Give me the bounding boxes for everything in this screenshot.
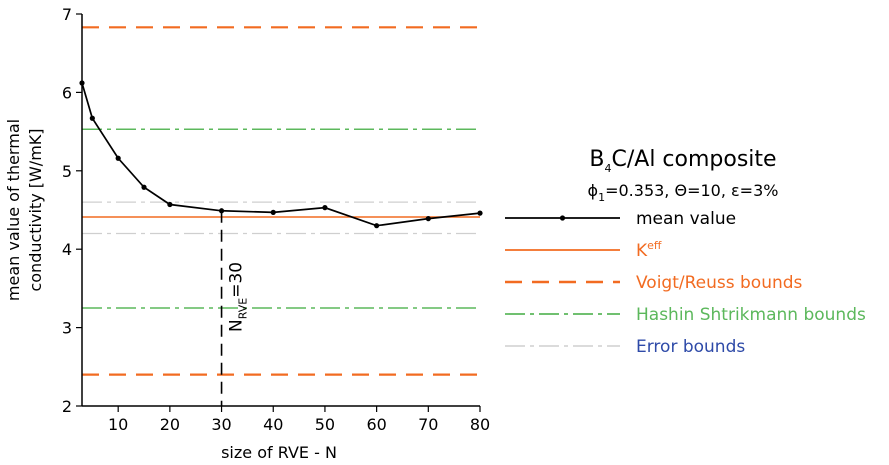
x-tick-label: 50 xyxy=(315,415,335,434)
x-tick-label: 80 xyxy=(470,415,490,434)
annot-base: N xyxy=(227,319,247,332)
legend-label: Voigt/Reuss bounds xyxy=(636,273,803,293)
rve-annotation-label: NRVE=30 xyxy=(227,262,250,332)
x-tick-label: 30 xyxy=(211,415,231,434)
x-tick-label: 20 xyxy=(160,415,180,434)
legend-label: mean value xyxy=(636,209,736,229)
y-tick-label: 3 xyxy=(62,319,72,338)
y-tick-label: 5 xyxy=(62,162,72,181)
legend-swatch-marker xyxy=(559,215,566,221)
y-axis-label: mean value of thermal conductivity [W/mK] xyxy=(4,119,45,301)
y-tick-label: 2 xyxy=(62,397,72,416)
x-tick-label: 70 xyxy=(418,415,438,434)
y-tick-label: 6 xyxy=(62,83,72,102)
title-main-b: B xyxy=(589,147,604,172)
legend-label: Hashin Shtrikmann bounds xyxy=(636,305,866,325)
title-subscript: 4 xyxy=(605,162,612,175)
x-tick-label: 40 xyxy=(263,415,283,434)
annotation: NRVE=30 xyxy=(220,210,250,406)
chart-title: B4C/Al composite xyxy=(589,147,776,175)
y-tick-label: 7 xyxy=(62,5,72,24)
legend: mean value Keff Voigt/Reuss bounds Hashin S… xyxy=(505,209,866,357)
svg-text:ϕ1=0.353, Θ=10, ε=3%: ϕ1=0.353, Θ=10, ε=3% xyxy=(588,181,779,204)
mean-value-point xyxy=(322,205,328,211)
subtitle-phi: ϕ xyxy=(588,181,599,200)
legend-label: Keff xyxy=(636,239,662,261)
reference-lines xyxy=(82,26,480,376)
x-tick-label: 60 xyxy=(366,415,386,434)
mean-value-point xyxy=(374,223,380,229)
annot-rest: =30 xyxy=(227,262,247,298)
subtitle-rest: =0.353, Θ=10, ε=3% xyxy=(605,181,778,200)
mean-value-point xyxy=(477,210,483,216)
axes: 2 3 4 5 6 7 10 20 30 40 50 60 70 80 xyxy=(62,5,490,434)
mean-value-point xyxy=(89,115,95,121)
x-axis-label: size of RVE - N xyxy=(221,443,337,462)
svg-text:B4C/Al composite: B4C/Al composite xyxy=(589,147,776,175)
title-rest: C/Al composite xyxy=(612,147,777,172)
mean-value-point xyxy=(270,209,276,215)
mean-value-point xyxy=(167,201,173,208)
subtitle-phi-sub: 1 xyxy=(598,191,605,204)
legend-label: Error bounds xyxy=(636,337,745,357)
annot-sub: RVE xyxy=(237,298,250,320)
mean-value-point xyxy=(425,216,431,222)
y-tick-label: 4 xyxy=(62,240,72,259)
mean-value-point xyxy=(115,155,121,161)
x-tick-label: 10 xyxy=(108,415,128,434)
series-layer xyxy=(79,80,483,229)
mean-value-point xyxy=(141,184,147,190)
y-axis-label-line: mean value of thermal xyxy=(4,119,23,301)
y-axis-label-line: conductivity [W/mK] xyxy=(26,128,45,291)
chart-subtitle: ϕ1=0.353, Θ=10, ε=3% xyxy=(588,181,779,204)
mean-value-line xyxy=(81,82,481,227)
